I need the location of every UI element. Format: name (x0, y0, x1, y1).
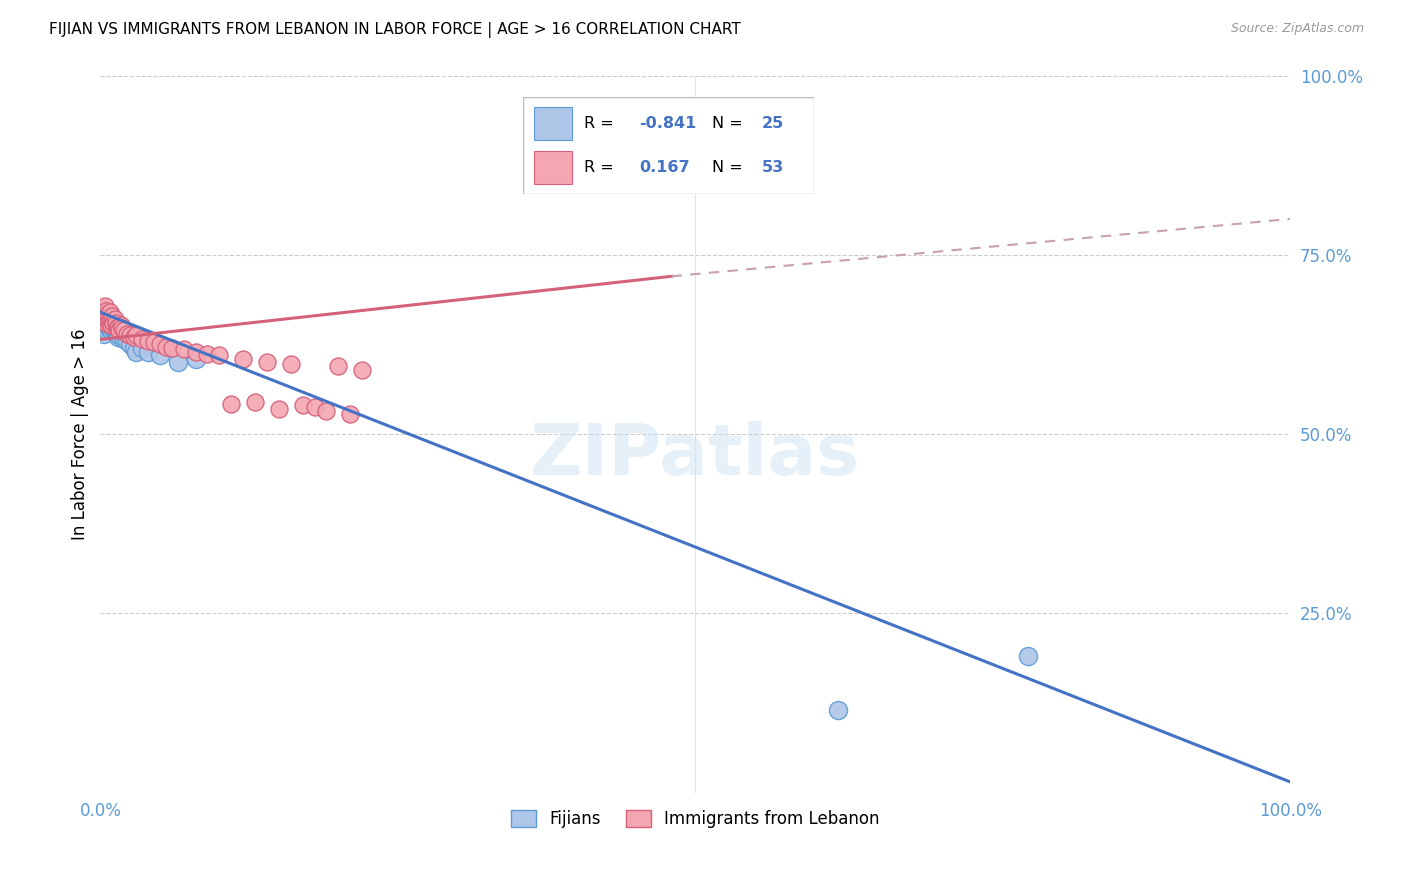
Point (267, 402, 290, 417)
Point (104, 312, 127, 326)
Point (101, 309, 124, 323)
Point (197, 347, 219, 361)
Point (125, 344, 148, 359)
Point (120, 328, 142, 343)
Point (115, 326, 138, 341)
Point (184, 351, 207, 366)
Point (96, 319, 118, 334)
Point (208, 348, 231, 362)
Point (125, 328, 148, 343)
Point (1017, 649, 1039, 664)
Point (96, 307, 118, 321)
Point (304, 400, 326, 414)
Point (104, 323, 127, 337)
Point (101, 319, 124, 334)
Point (96, 316, 118, 330)
Point (149, 337, 172, 351)
Point (96, 312, 118, 326)
Point (91, 305, 114, 319)
Point (827, 703, 849, 717)
Point (101, 314, 124, 328)
Point (98, 316, 121, 330)
Point (90, 309, 112, 323)
Point (115, 334, 138, 348)
Point (111, 321, 134, 335)
Text: FIJIAN VS IMMIGRANTS FROM LEBANON IN LABOR FORCE | AGE > 16 CORRELATION CHART: FIJIAN VS IMMIGRANTS FROM LEBANON IN LAB… (49, 22, 741, 38)
Point (105, 321, 128, 335)
Point (97, 316, 120, 330)
Point (105, 326, 128, 341)
Point (103, 321, 125, 335)
Point (107, 330, 129, 344)
Text: ZIPatlas: ZIPatlas (530, 421, 860, 490)
Point (160, 341, 183, 355)
Text: Source: ZipAtlas.com: Source: ZipAtlas.com (1230, 22, 1364, 36)
Point (122, 341, 145, 355)
Point (108, 323, 131, 337)
Point (104, 325, 127, 339)
Point (315, 404, 337, 418)
Point (94, 300, 117, 314)
Point (108, 328, 131, 343)
Point (142, 335, 165, 350)
Point (98, 314, 121, 328)
Point (352, 362, 374, 376)
Point (94, 312, 117, 326)
Point (219, 397, 242, 411)
Point (339, 407, 361, 421)
Point (131, 333, 153, 347)
Point (112, 333, 135, 347)
Point (97, 309, 120, 323)
Legend: Fijians, Immigrants from Lebanon: Fijians, Immigrants from Lebanon (505, 803, 886, 835)
Point (96, 323, 118, 337)
Point (291, 398, 314, 412)
Point (280, 357, 302, 371)
Point (111, 326, 134, 341)
Point (110, 318, 132, 332)
Point (243, 394, 266, 409)
Point (100, 318, 122, 332)
Point (136, 334, 159, 348)
Point (98, 305, 121, 319)
Point (122, 330, 145, 344)
Point (155, 340, 177, 354)
Y-axis label: In Labor Force | Age > 16: In Labor Force | Age > 16 (72, 328, 89, 540)
Point (166, 355, 188, 369)
Point (112, 323, 135, 337)
Point (97, 321, 120, 335)
Point (173, 343, 195, 357)
Point (93, 314, 115, 328)
Point (93, 326, 115, 341)
Point (96, 303, 118, 318)
Point (184, 344, 207, 359)
Point (256, 355, 278, 369)
Point (232, 351, 254, 366)
Point (149, 348, 172, 362)
Point (328, 359, 350, 373)
Point (93, 301, 115, 316)
Point (131, 341, 153, 355)
Point (103, 316, 125, 330)
Point (100, 323, 122, 337)
Point (637, 158, 659, 172)
Point (120, 337, 142, 351)
Point (107, 319, 129, 334)
Point (136, 344, 159, 359)
Point (104, 316, 127, 330)
